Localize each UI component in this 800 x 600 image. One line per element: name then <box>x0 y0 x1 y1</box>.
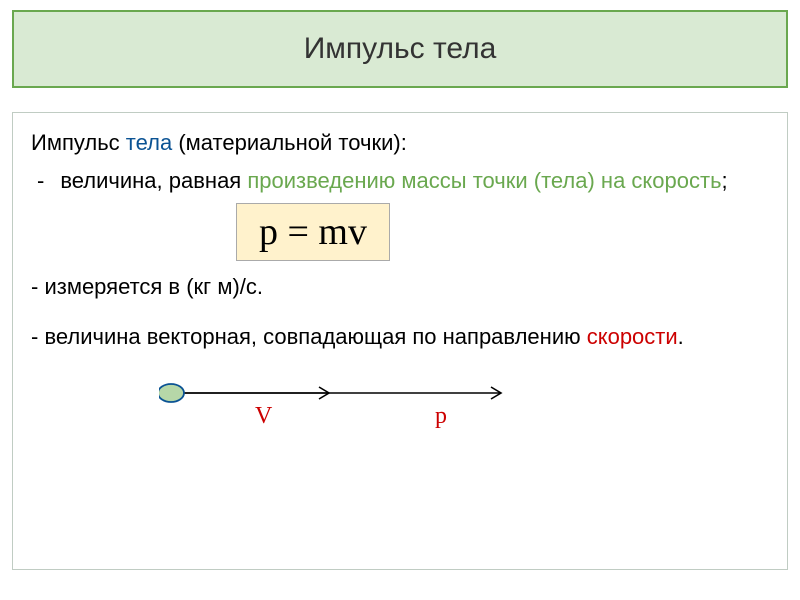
vec-black-3: . <box>678 324 684 349</box>
title-box: Импульс тела <box>12 10 788 88</box>
content-box: Импульс тела (материальной точки): - вел… <box>12 112 788 570</box>
description-text: величина, равная произведению массы точк… <box>60 165 769 197</box>
vec-red: скорости <box>587 324 678 349</box>
label-p: p <box>435 403 447 430</box>
label-v: V <box>255 403 272 430</box>
descrip-black-2: ; <box>722 168 728 193</box>
unit-line: - измеряется в (кг м)/с. <box>31 271 769 303</box>
vector-line: - величина векторная, совпадающая по нап… <box>31 321 769 353</box>
diagram-svg <box>159 381 519 411</box>
descrip-green: произведению массы точки (тела) на скоро… <box>247 168 721 193</box>
description-line: - величина, равная произведению массы то… <box>31 165 769 197</box>
def-text-1: Импульс <box>31 130 126 155</box>
page-title: Импульс тела <box>304 32 497 66</box>
def-text-3: (материальной точки): <box>178 130 407 155</box>
vec-black-2: совпадающая по направлению <box>257 324 587 349</box>
formula-box: p = mv <box>236 203 390 261</box>
descrip-black-1: величина, равная <box>60 168 247 193</box>
def-text-2: тела <box>126 130 179 155</box>
bullet-dash: - <box>37 165 44 197</box>
formula-text: p = mv <box>259 211 367 253</box>
definition-line: Импульс тела (материальной точки): <box>31 127 769 159</box>
momentum-diagram: V p <box>159 381 769 441</box>
vec-black-1: - величина векторная, <box>31 324 257 349</box>
